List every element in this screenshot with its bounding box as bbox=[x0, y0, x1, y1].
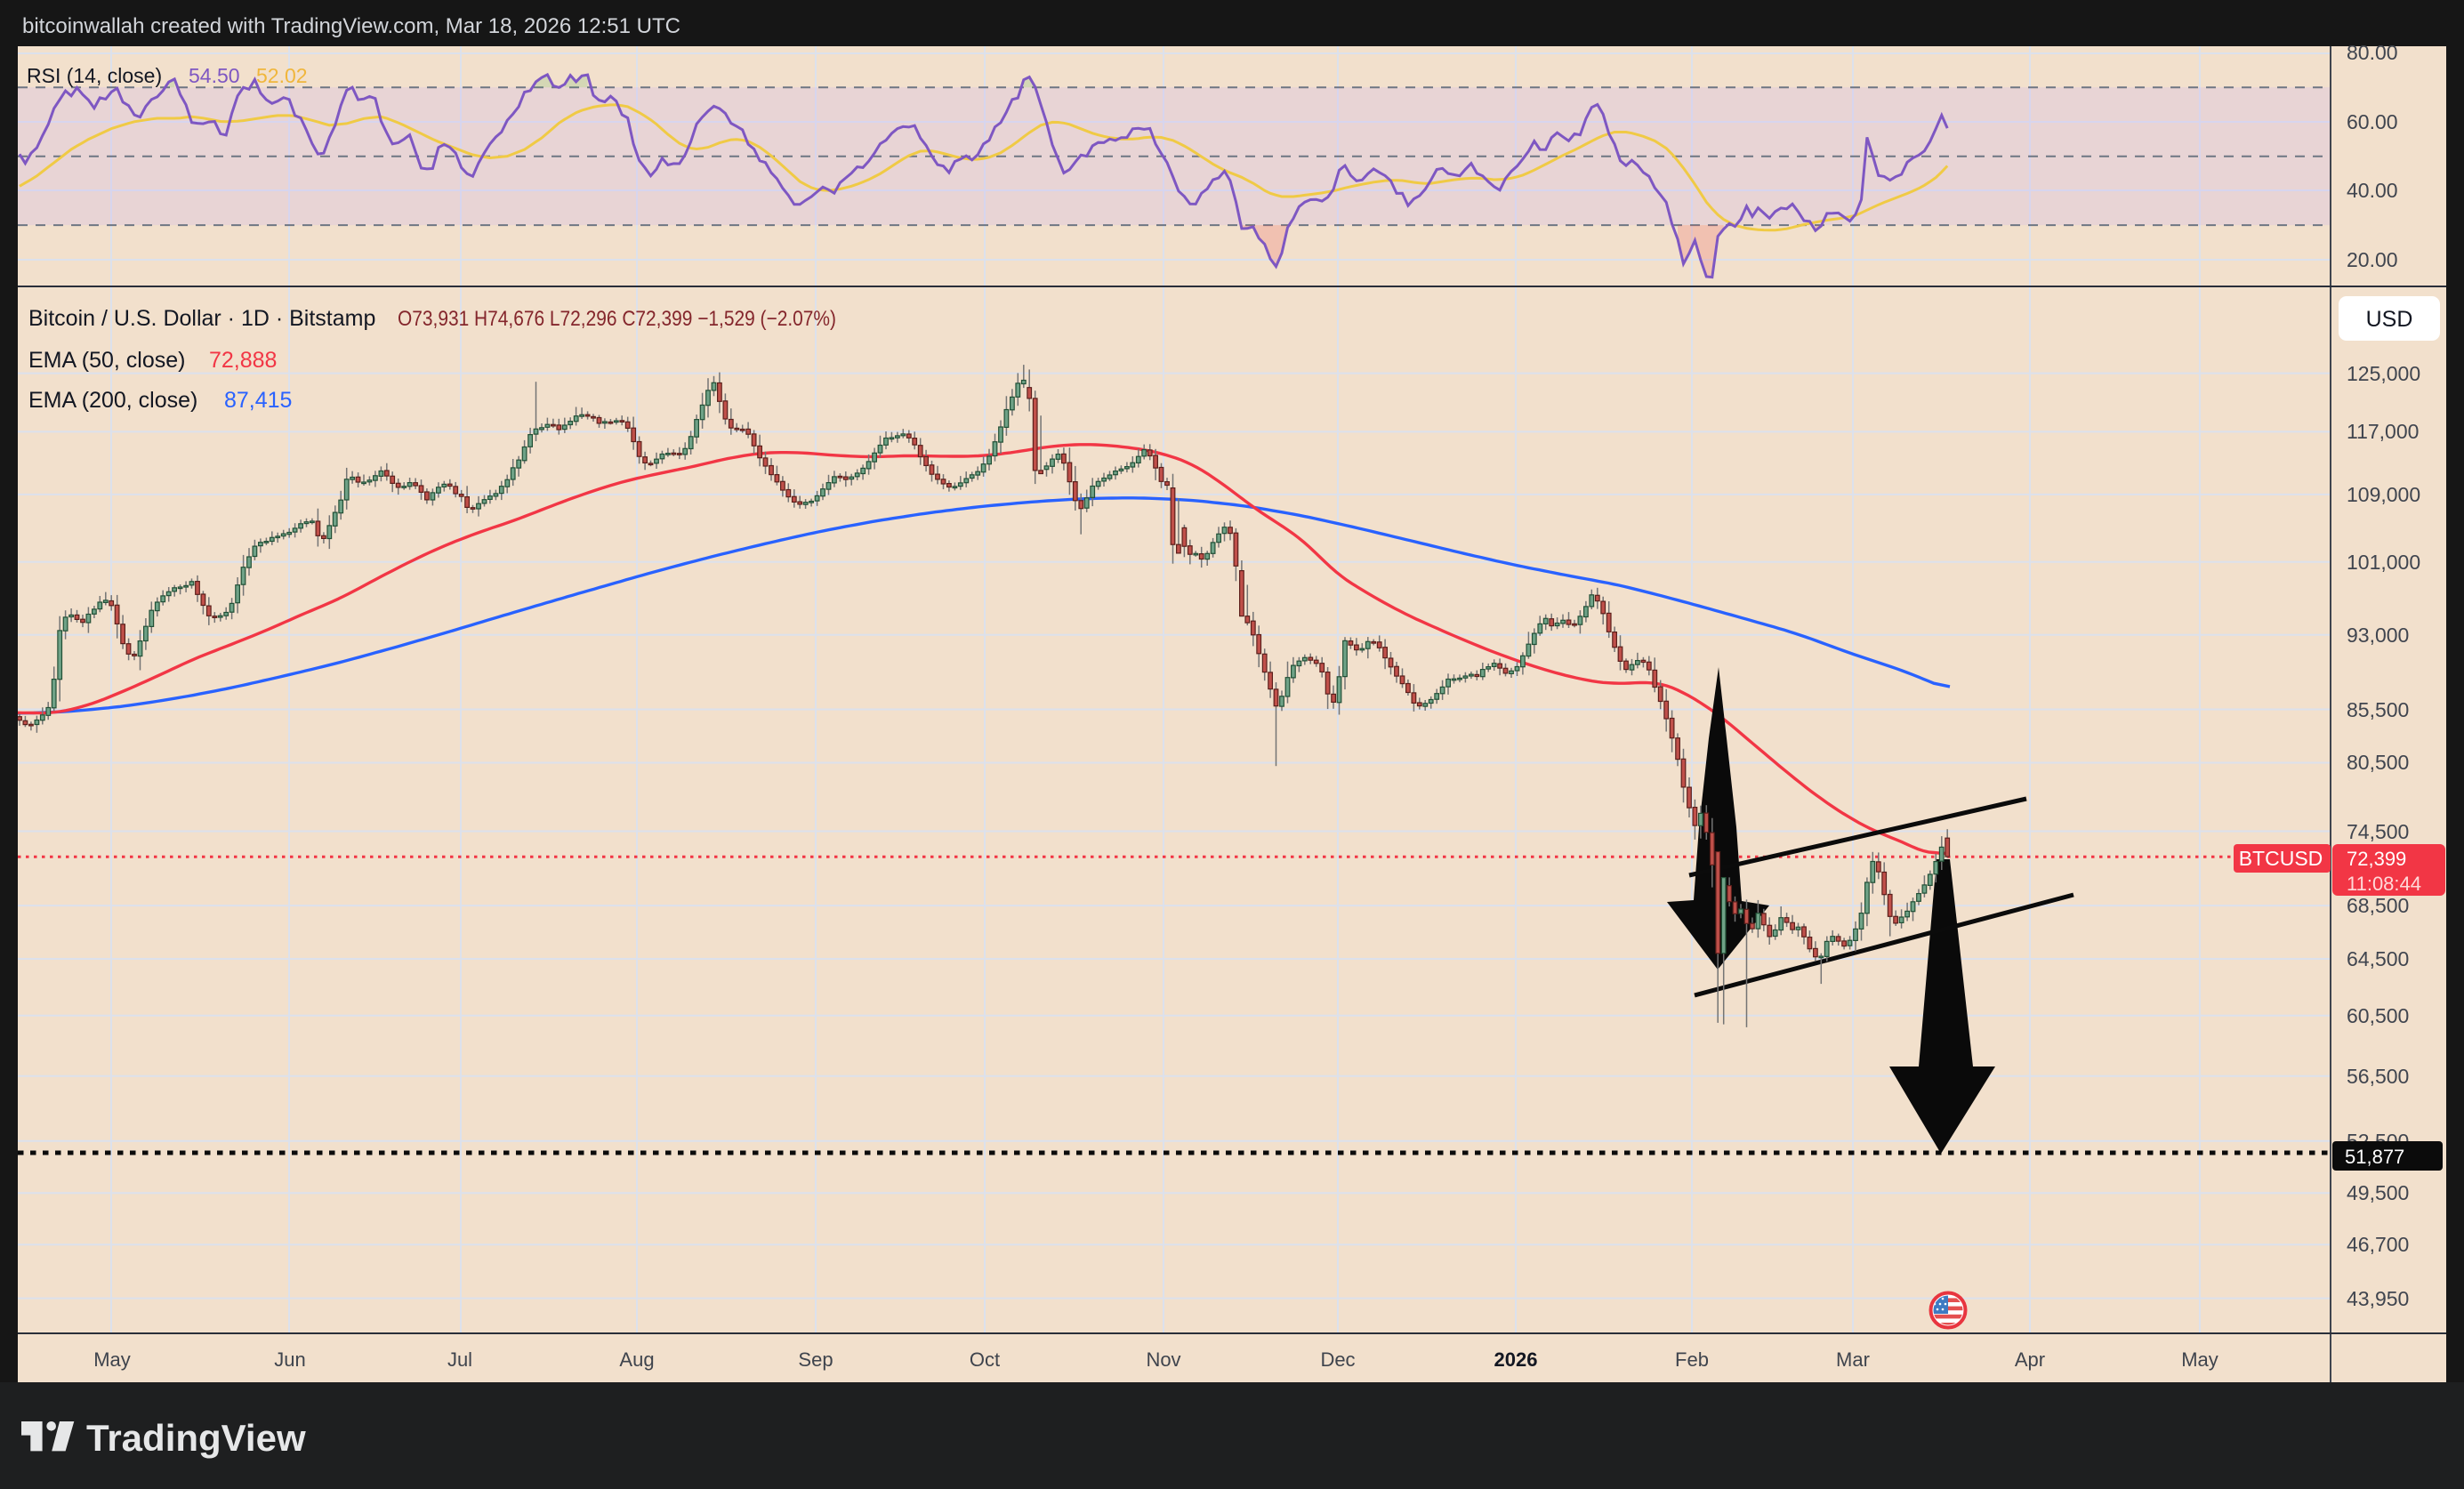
svg-text:May: May bbox=[93, 1348, 131, 1371]
svg-text:93,000: 93,000 bbox=[2347, 624, 2409, 647]
svg-text:2026: 2026 bbox=[1494, 1348, 1538, 1371]
svg-text:EMA (200, close): EMA (200, close) bbox=[28, 388, 197, 413]
svg-text:Bitcoin / U.S. Dollar · 1D · B: Bitcoin / U.S. Dollar · 1D · Bitstamp bbox=[28, 306, 375, 331]
svg-text:O73,931 H74,676 L72,296 C72,39: O73,931 H74,676 L72,296 C72,399 −1,529 (… bbox=[398, 307, 836, 331]
svg-text:Oct: Oct bbox=[970, 1348, 1000, 1371]
svg-text:52.02: 52.02 bbox=[256, 64, 308, 87]
svg-text:Sep: Sep bbox=[798, 1348, 833, 1371]
svg-text:72,399: 72,399 bbox=[2347, 848, 2406, 870]
svg-text:49,500: 49,500 bbox=[2347, 1181, 2409, 1204]
svg-text:Mar: Mar bbox=[1836, 1348, 1870, 1371]
svg-text:Aug: Aug bbox=[619, 1348, 654, 1371]
svg-text:64,500: 64,500 bbox=[2347, 947, 2409, 970]
svg-text:43,950: 43,950 bbox=[2347, 1287, 2409, 1310]
svg-text:USD: USD bbox=[2366, 307, 2413, 332]
svg-text:RSI (14, close): RSI (14, close) bbox=[27, 64, 162, 87]
svg-text:May: May bbox=[2181, 1348, 2218, 1371]
svg-text:80.00: 80.00 bbox=[2347, 41, 2398, 64]
svg-text:Apr: Apr bbox=[2015, 1348, 2045, 1371]
svg-text:117,000: 117,000 bbox=[2347, 420, 2419, 443]
svg-text:46,700: 46,700 bbox=[2347, 1233, 2409, 1256]
svg-text:80,500: 80,500 bbox=[2347, 751, 2409, 774]
svg-text:TradingView: TradingView bbox=[86, 1417, 306, 1459]
svg-text:60,500: 60,500 bbox=[2347, 1004, 2409, 1027]
svg-text:Feb: Feb bbox=[1675, 1348, 1709, 1371]
svg-text:40.00: 40.00 bbox=[2347, 179, 2398, 202]
svg-text:56,500: 56,500 bbox=[2347, 1065, 2409, 1088]
svg-text:51,877: 51,877 bbox=[2345, 1146, 2404, 1168]
svg-text:125,000: 125,000 bbox=[2347, 362, 2420, 385]
svg-text:85,500: 85,500 bbox=[2347, 698, 2409, 721]
svg-text:BTCUSD: BTCUSD bbox=[2239, 847, 2323, 870]
svg-text:20.00: 20.00 bbox=[2347, 248, 2398, 271]
svg-text:54.50: 54.50 bbox=[189, 64, 240, 87]
svg-text:72,888: 72,888 bbox=[209, 348, 277, 373]
svg-text:68,500: 68,500 bbox=[2347, 894, 2409, 917]
svg-text:Dec: Dec bbox=[1320, 1348, 1355, 1371]
svg-text:Jun: Jun bbox=[274, 1348, 305, 1371]
svg-text:74,500: 74,500 bbox=[2347, 820, 2409, 843]
svg-text:101,000: 101,000 bbox=[2347, 551, 2420, 574]
svg-text:11:08:44: 11:08:44 bbox=[2347, 873, 2421, 895]
svg-text:Nov: Nov bbox=[1146, 1348, 1180, 1371]
svg-text:109,000: 109,000 bbox=[2347, 483, 2420, 506]
svg-text:Jul: Jul bbox=[447, 1348, 472, 1371]
svg-text:60.00: 60.00 bbox=[2347, 110, 2398, 133]
svg-text:87,415: 87,415 bbox=[224, 388, 292, 413]
svg-text:EMA (50, close): EMA (50, close) bbox=[28, 348, 185, 373]
svg-text:bitcoinwallah created with Tra: bitcoinwallah created with TradingView.c… bbox=[22, 14, 680, 38]
